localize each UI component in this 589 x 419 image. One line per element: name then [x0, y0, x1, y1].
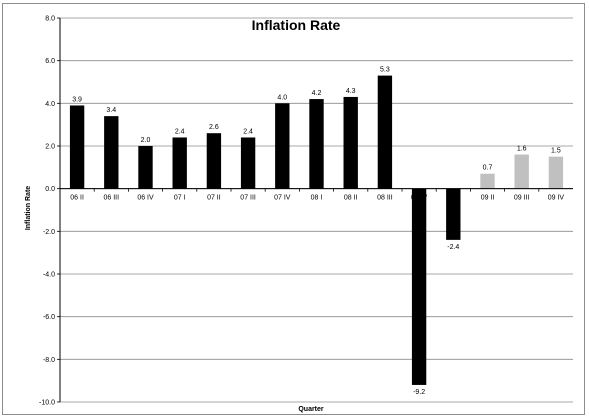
- chart-area: [2, 3, 585, 415]
- x-tick-label: 09 IV: [548, 195, 565, 202]
- y-tick-label: -4.0: [43, 272, 55, 279]
- data-label: 1.5: [551, 148, 561, 155]
- y-tick-label: 6.0: [45, 58, 55, 65]
- y-tick-label: 0.0: [45, 186, 55, 193]
- data-label: 3.4: [106, 107, 116, 114]
- data-label: 2.4: [243, 128, 253, 135]
- y-axis-title: Inflation Rate: [25, 186, 32, 230]
- data-label: -9.2: [413, 389, 425, 396]
- x-axis-title: Quarter: [298, 406, 324, 413]
- x-tick-label: 08 II: [344, 195, 358, 202]
- bar-09-i: [446, 188, 461, 240]
- x-tick-label: 06 III: [104, 195, 120, 202]
- x-tick-label: 09 II: [481, 195, 495, 202]
- x-tick-label: 09 I: [447, 195, 459, 202]
- y-tick-label: -8.0: [43, 357, 55, 364]
- y-tick-label: -6.0: [43, 314, 55, 321]
- bar-07-iv: [275, 103, 290, 189]
- bar-09-iv: [548, 156, 564, 189]
- y-tick-label: -10.0: [39, 400, 55, 407]
- bar-08-iv: [411, 188, 427, 385]
- data-label: 4.3: [346, 88, 356, 95]
- x-tick-label: 09 III: [514, 195, 530, 202]
- labels: 8.0 6.0 4.0 2.0 0.0 -2.0 -4.0 -6.0 -8.0 -10.0 3.9 0…: [39, 16, 564, 407]
- bar-07-i: [172, 137, 187, 189]
- data-label: 0.7: [483, 165, 493, 172]
- bar-06-iii: [104, 116, 119, 189]
- x-tick-label: 06 IV: [137, 195, 154, 202]
- x-tick-label: 08 IV: [411, 195, 428, 202]
- data-label: -2.4: [447, 244, 459, 251]
- bar-08-ii: [343, 96, 358, 189]
- data-label: 5.3: [380, 67, 390, 74]
- x-tick-label: 08 III: [377, 195, 393, 202]
- axes: [57, 17, 573, 403]
- data-label: 2.6: [209, 124, 219, 131]
- x-tick-label: 07 IV: [274, 195, 291, 202]
- x-tick-label: 08 I: [311, 195, 323, 202]
- bar-08-i: [309, 99, 324, 189]
- chart-title: Inflation Rate: [252, 17, 341, 33]
- y-tick-label: -2.0: [43, 229, 55, 236]
- data-label: 4.2: [312, 90, 322, 97]
- y-tick-label: 8.0: [45, 16, 55, 23]
- bar-09-iii: [514, 154, 529, 189]
- data-label: 1.6: [517, 146, 527, 153]
- bar-06-iv: [138, 146, 153, 189]
- data-label: 3.9: [72, 96, 82, 103]
- x-tick-label: 07 II: [207, 195, 221, 202]
- bar-07-iii: [240, 137, 256, 189]
- bar-09-ii: [480, 173, 495, 189]
- data-label: 2.0: [141, 137, 151, 144]
- x-tick-label: 07 III: [240, 195, 256, 202]
- data-label: 2.4: [175, 128, 185, 135]
- x-tick-label: 06 II: [70, 195, 84, 202]
- bar-08-iii: [377, 75, 393, 189]
- y-tick-label: 4.0: [45, 101, 55, 108]
- data-label: 4.0: [277, 94, 287, 101]
- bars: [69, 75, 564, 385]
- y-tick-label: 2.0: [45, 144, 55, 151]
- bar-07-ii: [206, 133, 222, 189]
- bar-06-ii: [69, 105, 85, 189]
- gridlines: [60, 17, 573, 403]
- x-tick-label: 07 I: [174, 195, 186, 202]
